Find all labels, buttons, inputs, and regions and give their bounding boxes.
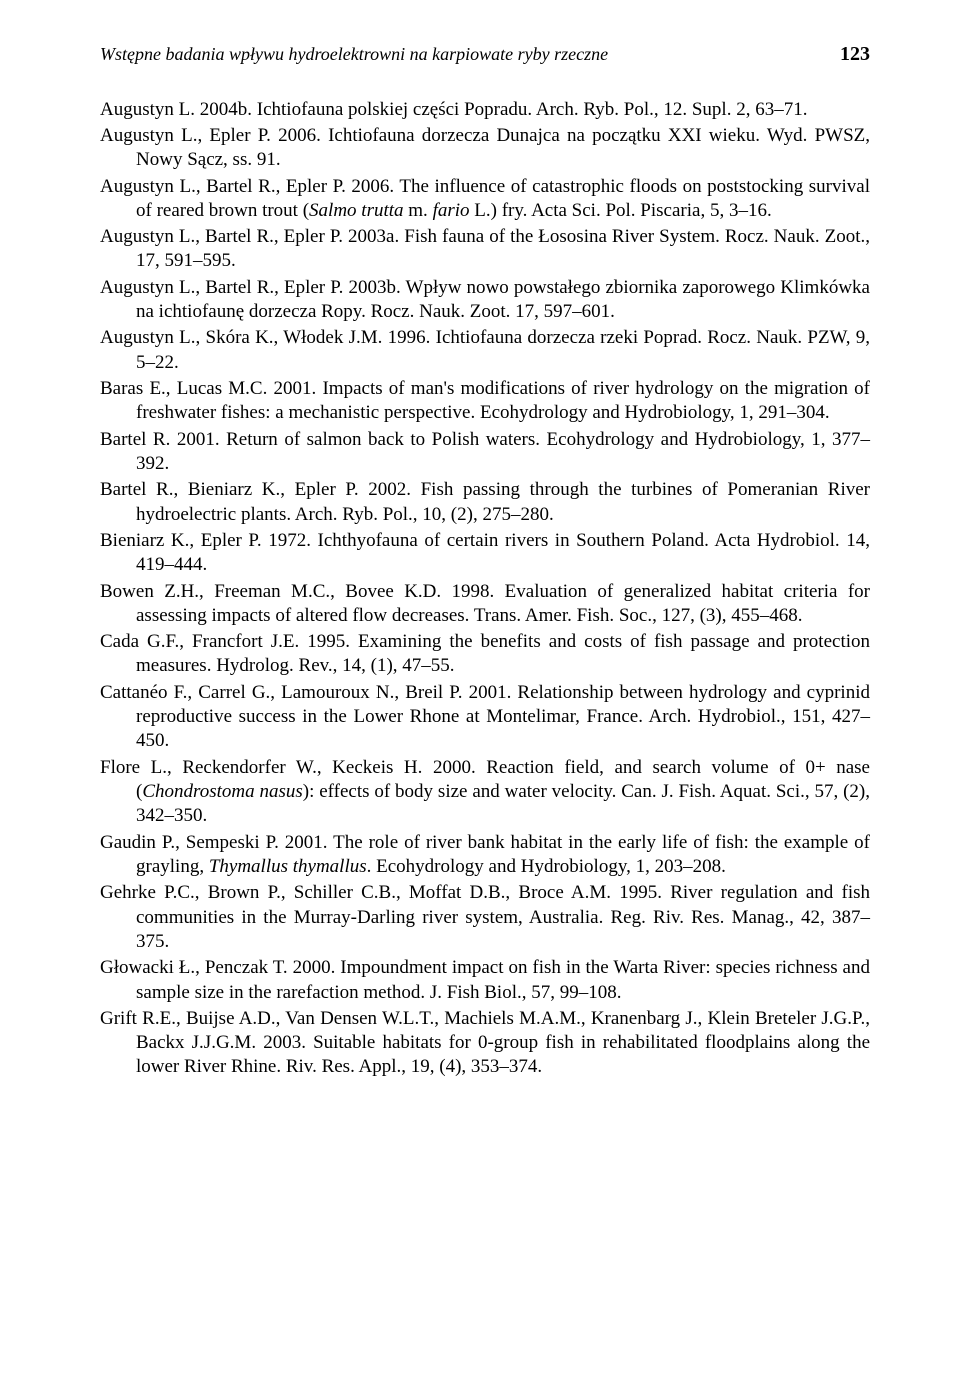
reference-entry: Augustyn L., Bartel R., Epler P. 2003a. …	[100, 225, 870, 274]
reference-entry: Augustyn L., Skóra K., Włodek J.M. 1996.…	[100, 326, 870, 375]
reference-entry: Głowacki Ł., Penczak T. 2000. Impoundmen…	[100, 956, 870, 1005]
reference-entry: Augustyn L., Bartel R., Epler P. 2003b. …	[100, 276, 870, 325]
reference-entry: Augustyn L., Bartel R., Epler P. 2006. T…	[100, 175, 870, 224]
reference-entry: Baras E., Lucas M.C. 2001. Impacts of ma…	[100, 377, 870, 426]
running-header: Wstępne badania wpływu hydroelektrowni n…	[100, 42, 870, 68]
reference-entry: Grift R.E., Buijse A.D., Van Densen W.L.…	[100, 1007, 870, 1080]
reference-entry: Bartel R., Bieniarz K., Epler P. 2002. F…	[100, 478, 870, 527]
reference-entry: Cattanéo F., Carrel G., Lamouroux N., Br…	[100, 681, 870, 754]
reference-entry: Gehrke P.C., Brown P., Schiller C.B., Mo…	[100, 881, 870, 954]
reference-entry: Flore L., Reckendorfer W., Keckeis H. 20…	[100, 756, 870, 829]
reference-entry: Augustyn L. 2004b. Ichtiofauna polskiej …	[100, 98, 870, 122]
reference-entry: Cada G.F., Francfort J.E. 1995. Examinin…	[100, 630, 870, 679]
running-title: Wstępne badania wpływu hydroelektrowni n…	[100, 43, 608, 66]
page-root: Wstępne badania wpływu hydroelektrowni n…	[0, 0, 960, 1391]
reference-entry: Gaudin P., Sempeski P. 2001. The role of…	[100, 831, 870, 880]
page-number: 123	[840, 42, 870, 68]
references-list: Augustyn L. 2004b. Ichtiofauna polskiej …	[100, 98, 870, 1080]
reference-entry: Bartel R. 2001. Return of salmon back to…	[100, 428, 870, 477]
reference-entry: Bowen Z.H., Freeman M.C., Bovee K.D. 199…	[100, 580, 870, 629]
reference-entry: Augustyn L., Epler P. 2006. Ichtiofauna …	[100, 124, 870, 173]
reference-entry: Bieniarz K., Epler P. 1972. Ichthyofauna…	[100, 529, 870, 578]
